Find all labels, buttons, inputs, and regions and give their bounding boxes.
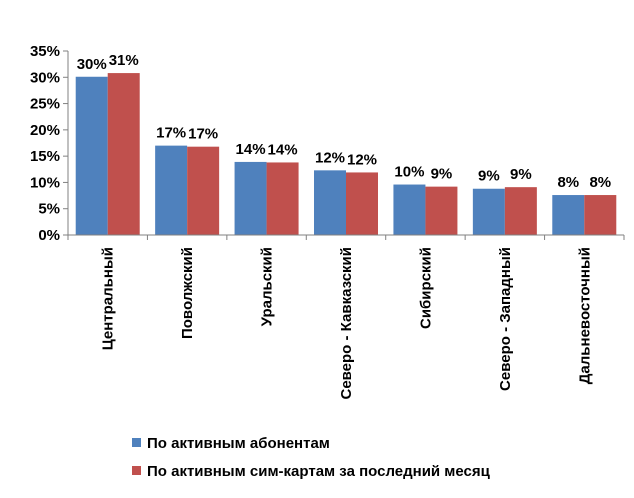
data-label-series-2-1: 31% <box>109 52 139 69</box>
bar-series-2-1 <box>107 73 140 235</box>
bar-series-1-4 <box>314 170 346 235</box>
bar-series-2-4 <box>346 172 378 235</box>
x-category-label: Уральский <box>259 247 276 326</box>
x-axis: Центральный Поволжский Уральский Северо - К… <box>67 234 625 400</box>
bars <box>75 73 617 235</box>
data-labels: 30% 31% 17% 17% 14% 14% 12% 12% 10% 9% 9% 9% 8% 8% <box>77 52 611 191</box>
x-category-label: Поволжский <box>179 247 196 339</box>
bar-series-2-5 <box>425 186 458 235</box>
x-category-label: Северо - Западный <box>497 247 514 391</box>
data-label-series-1-1: 30% <box>77 56 107 73</box>
x-category-label: Центральный <box>100 247 117 350</box>
data-label-series-1-5: 10% <box>394 164 424 181</box>
y-tick-label: 15% <box>30 148 60 165</box>
y-tick-label: 25% <box>30 96 60 113</box>
bar-series-2-6 <box>504 187 537 235</box>
y-axis: 0% 5% 10% 15% 20% 25% 30% 35% <box>30 43 69 244</box>
legend-swatch-1 <box>132 438 141 447</box>
y-tick-label: 35% <box>30 43 60 60</box>
bar-series-2-3 <box>266 162 299 235</box>
bar-series-1-1 <box>75 76 108 235</box>
data-label-series-1-6: 9% <box>478 168 500 185</box>
data-label-series-2-3: 14% <box>268 141 298 158</box>
data-label-series-1-4: 12% <box>315 149 345 166</box>
legend-label-2: По активным сим-картам за последний меся… <box>147 463 491 480</box>
bar-series-2-7 <box>584 195 617 235</box>
y-tick-label: 0% <box>38 227 60 244</box>
data-label-series-1-3: 14% <box>236 141 266 158</box>
bar-series-1-3 <box>234 161 267 235</box>
legend-label-1: По активным абонентам <box>147 435 330 452</box>
data-label-series-2-6: 9% <box>510 166 532 183</box>
bar-series-1-6 <box>472 188 505 235</box>
y-tick-label: 5% <box>38 201 60 218</box>
bar-series-1-7 <box>552 195 585 235</box>
y-tick-label: 10% <box>30 174 60 191</box>
x-category-label: Дальневосточный <box>576 247 593 384</box>
data-label-series-2-4: 12% <box>347 151 377 168</box>
data-label-series-2-2: 17% <box>188 126 218 143</box>
x-category-label: Северо - Кавказский <box>338 247 355 400</box>
y-tick-label: 20% <box>30 122 60 139</box>
y-tick-label: 30% <box>30 69 60 86</box>
data-label-series-1-7: 8% <box>557 174 579 191</box>
x-category-label: Сибирский <box>417 247 434 329</box>
data-label-series-2-7: 8% <box>589 174 611 191</box>
bar-series-1-2 <box>155 145 188 235</box>
data-label-series-2-5: 9% <box>431 166 453 183</box>
legend-swatch-2 <box>132 466 141 475</box>
bar-series-1-5 <box>393 184 426 235</box>
legend: По активным абонентам По активным сим-кар… <box>132 435 491 480</box>
data-label-series-1-2: 17% <box>156 125 186 142</box>
bar-series-2-2 <box>187 146 220 235</box>
